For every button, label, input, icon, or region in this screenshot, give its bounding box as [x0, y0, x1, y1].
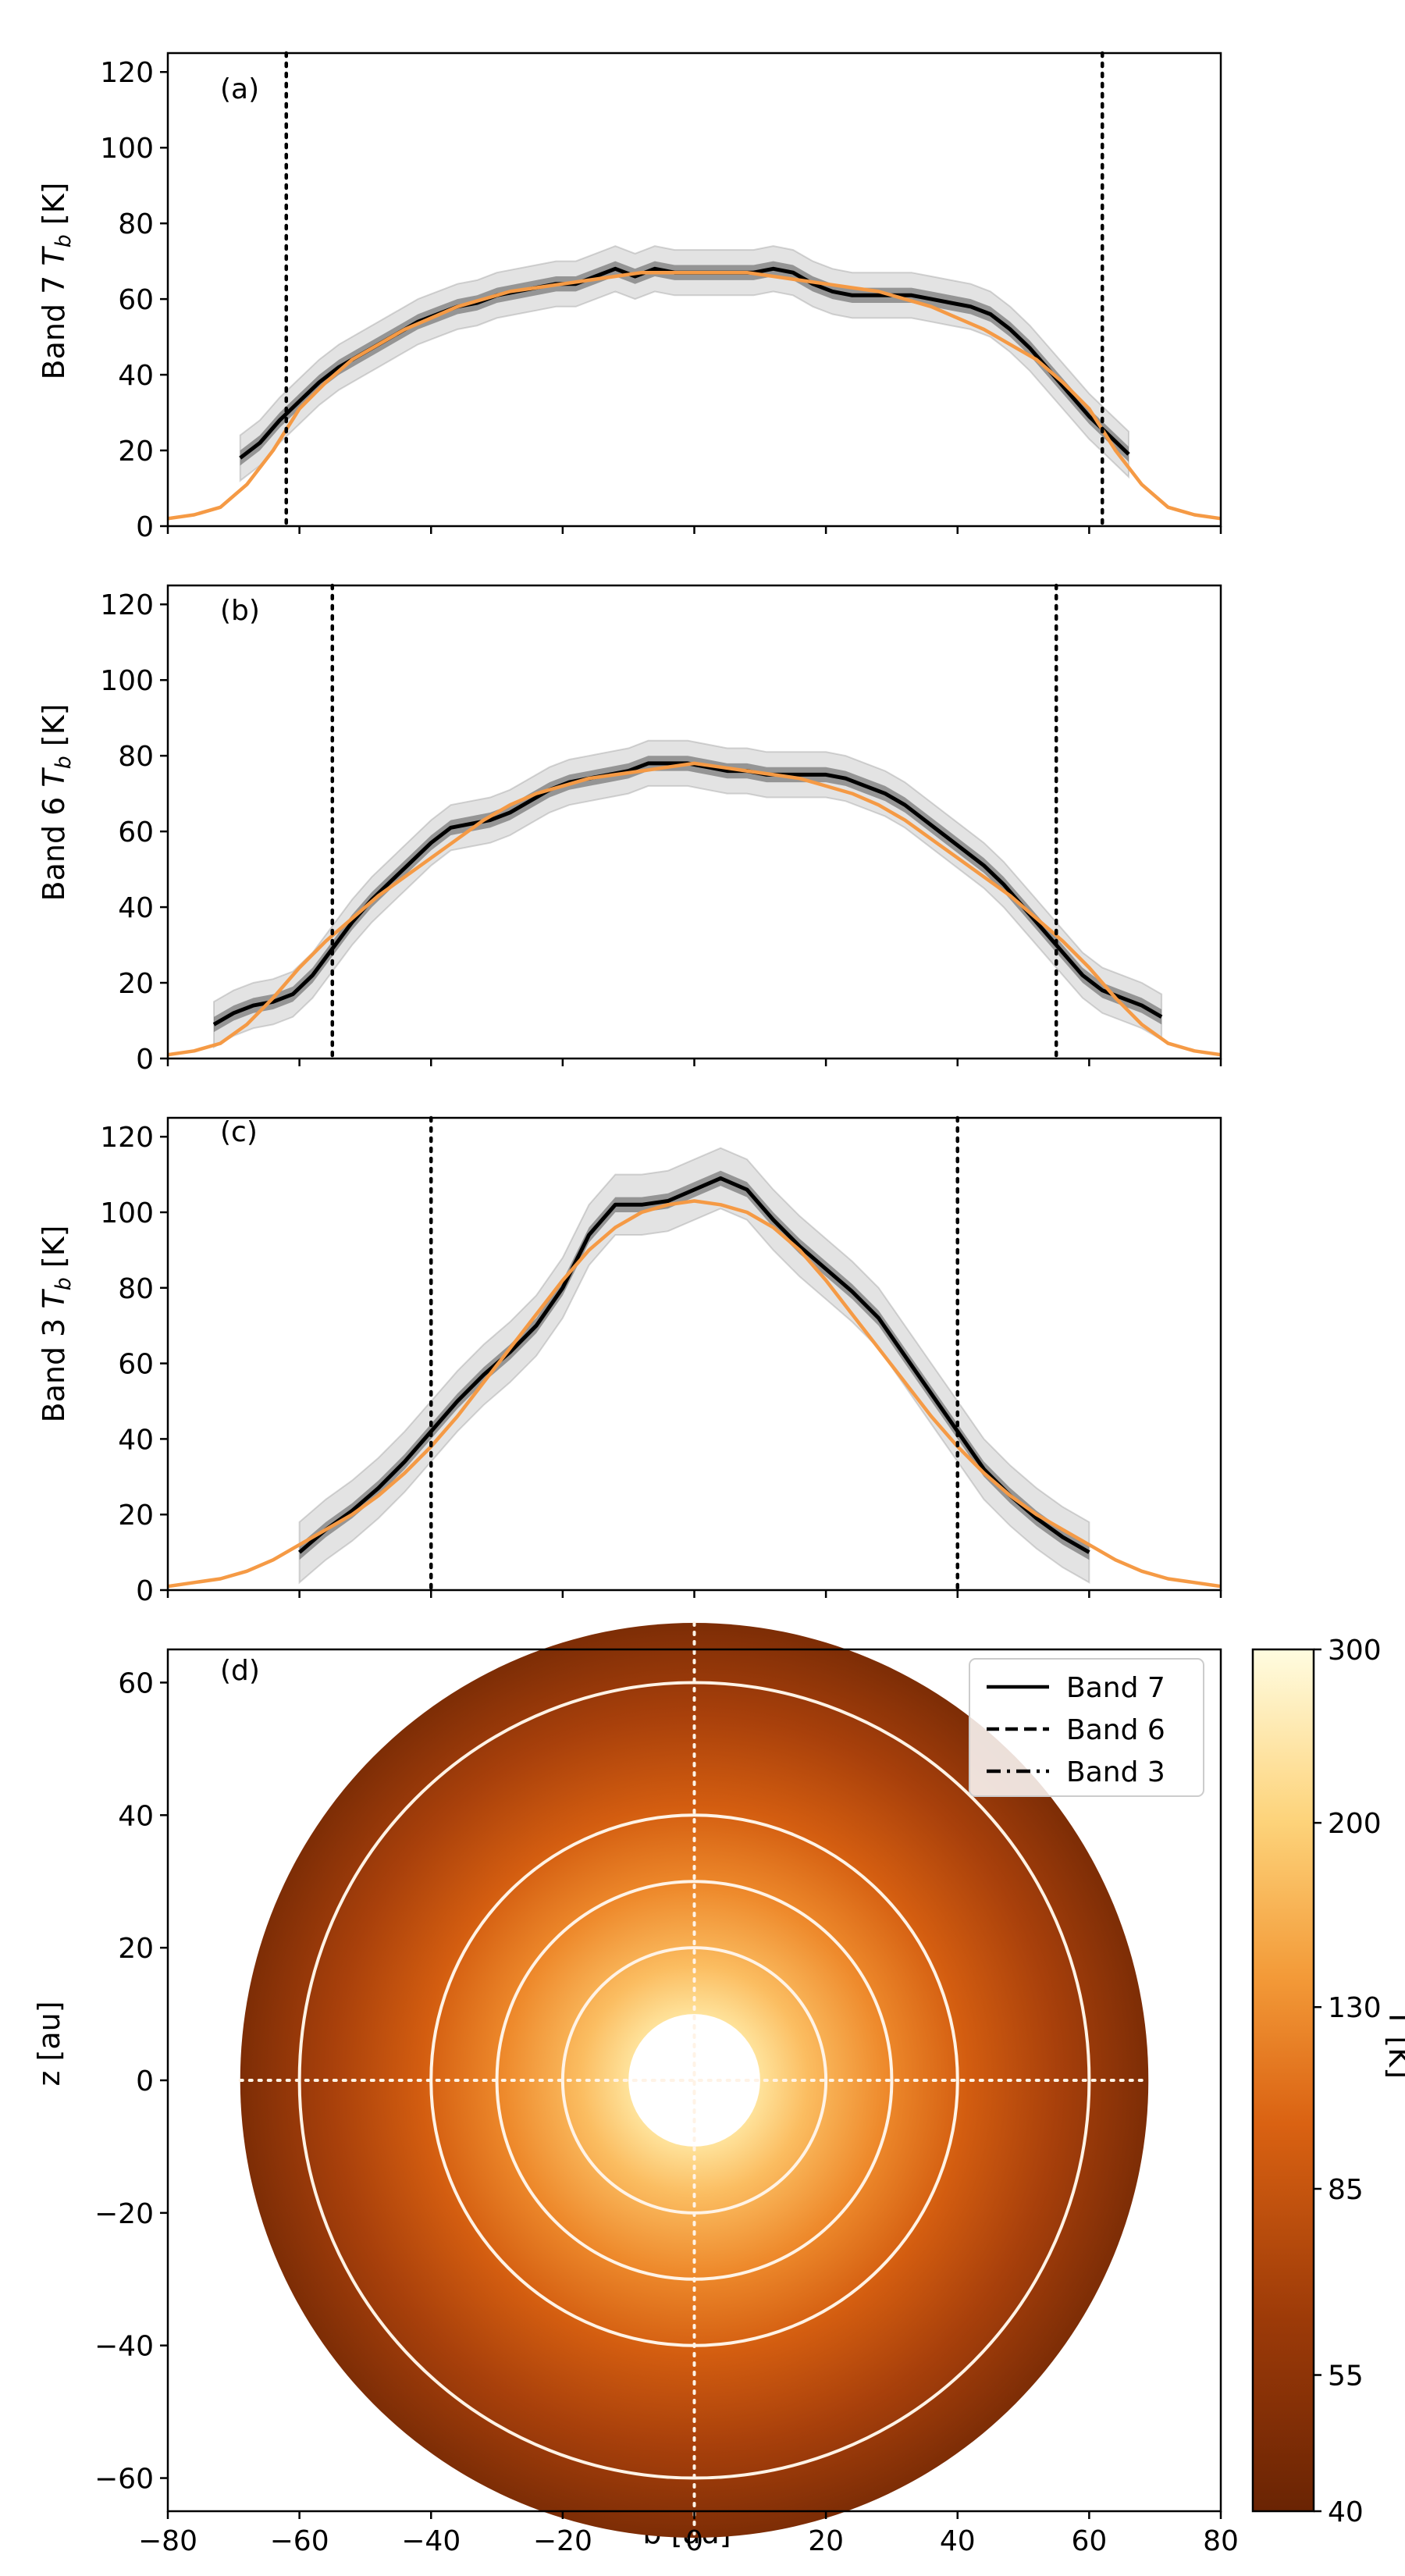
- svg-text:Band 7 Tb [K]: Band 7 Tb [K]: [37, 183, 76, 380]
- panel-c-ylabel-prefix: Band 3: [37, 1309, 71, 1423]
- panel-c-ylabel-sym: T: [37, 1289, 71, 1309]
- panel-b-plot: 0 20 40 60 80 100 120: [100, 583, 1222, 1076]
- panel-a-uncertainty-outer: [239, 245, 1129, 482]
- colorbar: 40 55 85 130 200 300: [1251, 1635, 1382, 2528]
- panel-d-xtick-label: −20: [533, 2525, 592, 2557]
- panel-d-ytick-label: 20: [118, 1933, 154, 1965]
- panel-b: (b) Band 6 Tb [K]: [37, 595, 260, 901]
- panel-a-ytick-label: 100: [100, 133, 154, 165]
- panel-d-xtick-label: 80: [1203, 2525, 1239, 2557]
- panel-c: (c) Band 3 Tb [K]: [37, 1116, 258, 1422]
- legend-label-band-6: Band 6: [1066, 1714, 1165, 1746]
- panel-c-ytick-label: 40: [118, 1424, 154, 1456]
- panel-c-ylabel-sub: b: [52, 1277, 76, 1290]
- svg-text:Band 3 Tb [K]: Band 3 Tb [K]: [37, 1226, 76, 1423]
- panel-c-ytick-label: 120: [100, 1122, 154, 1154]
- panel-d-xtick-label: −60: [270, 2525, 329, 2557]
- panel-d-xtick-label: −80: [138, 2525, 197, 2557]
- panel-d-ytick-label: 0: [136, 2065, 154, 2097]
- panel-a-model-line: [167, 270, 1222, 521]
- panel-a-ytick-label: 120: [100, 57, 154, 89]
- panel-d-plot: −60 −40 −20 0 20 40 60 −80 −60 −40 −20 0 20 40 60 80 Ban…: [94, 1621, 1382, 2557]
- panel-d-ytick-label: −40: [94, 2331, 154, 2363]
- panel-c-uncertainty-outer: [298, 1147, 1090, 1585]
- panel-b-ylabel-sub: b: [52, 756, 76, 769]
- panel-b-uncertainty-outer: [213, 739, 1163, 1049]
- colorbar-label: T [K]: [1382, 2008, 1405, 2079]
- panel-a-label: (a): [220, 73, 259, 105]
- panel-b-ytick-label: 20: [118, 968, 154, 1000]
- panel-b-ytick-label: 0: [136, 1044, 154, 1076]
- panel-c-uncertainty-inner: [299, 1170, 1090, 1560]
- panel-d-xtick-label: 20: [808, 2525, 844, 2557]
- colorbar-tick-label: 55: [1328, 2361, 1364, 2393]
- panel-b-ylabel-unit: [K]: [37, 704, 71, 756]
- panel-c-ytick-label: 0: [136, 1575, 154, 1607]
- panel-c-ytick-label: 20: [118, 1500, 154, 1532]
- panel-a-ylabel-sub: b: [52, 234, 76, 247]
- panel-c-ytick-label: 100: [100, 1197, 154, 1229]
- colorbar-tick-label: 130: [1328, 1992, 1382, 2024]
- panel-b-ytick-label: 80: [118, 741, 154, 773]
- panel-c-plot: 0 20 40 60 80 100 120: [100, 1115, 1222, 1607]
- panel-c-label: (c): [220, 1116, 258, 1148]
- legend-box: [969, 1658, 1204, 1797]
- colorbar-tick-label: 300: [1328, 1635, 1382, 1667]
- panel-d-ytick-label: 60: [118, 1667, 154, 1699]
- svg-text:Band 6 Tb [K]: Band 6 Tb [K]: [37, 704, 76, 902]
- colorbar-scale: [1251, 1648, 1315, 2513]
- panel-c-ytick-label: 80: [118, 1273, 154, 1305]
- panel-a-yaxis-title: Band 7 Tb [K]: [37, 183, 76, 380]
- panel-a: (a) Band 7 Tb [K]: [37, 73, 259, 379]
- colorbar-tick-label: 200: [1328, 1808, 1382, 1840]
- panel-b-label: (b): [220, 595, 260, 627]
- panel-b-ytick-label: 40: [118, 892, 154, 924]
- panel-d-ylabel: z [au]: [32, 2001, 66, 2086]
- panel-d-xtick-label: 60: [1071, 2525, 1107, 2557]
- panel-a-ytick-label: 0: [136, 511, 154, 543]
- legend: Band 7 Band 6 Band 3: [969, 1658, 1204, 1797]
- panel-a-uncertainty-inner: [240, 261, 1129, 466]
- panel-a-ytick-label: 80: [118, 208, 154, 240]
- panel-a-ylabel-prefix: Band 7: [37, 266, 71, 380]
- panel-a-ytick-label: 20: [118, 436, 154, 468]
- colorbar-tick-label: 40: [1328, 2496, 1364, 2528]
- panel-c-ytick-label: 60: [118, 1349, 154, 1381]
- panel-a-ylabel-sym: T: [37, 246, 71, 266]
- panel-b-ylabel-prefix: Band 6: [37, 788, 71, 902]
- colorbar-tick-label: 85: [1328, 2174, 1364, 2206]
- panel-b-ylabel-sym: T: [37, 767, 71, 788]
- panel-d-xtick-label: −40: [401, 2525, 461, 2557]
- panel-c-ylabel-unit: [K]: [37, 1226, 71, 1278]
- panel-b-yaxis-title: Band 6 Tb [K]: [37, 704, 76, 902]
- panel-a-plot: 0 20 40 60 80 100 120: [100, 51, 1222, 543]
- panel-a-ylabel-unit: [K]: [37, 183, 71, 235]
- panel-b-uncertainty-inner: [214, 756, 1162, 1033]
- panel-a-ytick-label: 40: [118, 360, 154, 392]
- panel-a-ytick-label: 60: [118, 284, 154, 316]
- panel-b-ytick-label: 100: [100, 665, 154, 697]
- panel-d-label: (d): [220, 1655, 260, 1687]
- panel-c-model-line: [167, 1199, 1222, 1589]
- panel-d-ytick-label: −20: [94, 2198, 154, 2230]
- panel-d-xtick-label: 40: [940, 2525, 976, 2557]
- legend-label-band-3: Band 3: [1066, 1756, 1165, 1788]
- legend-label-band-7: Band 7: [1066, 1672, 1165, 1704]
- panel-c-yaxis-title: Band 3 Tb [K]: [37, 1226, 76, 1423]
- panel-d-ytick-label: 40: [118, 1800, 154, 1832]
- panel-c-observed-line: [297, 1176, 1090, 1554]
- panel-b-ytick-label: 60: [118, 817, 154, 849]
- panel-d-xtick-label: 0: [685, 2525, 703, 2557]
- panel-b-frame: [166, 584, 1222, 1060]
- panel-b-ytick-label: 120: [100, 589, 154, 621]
- panel-d-ytick-label: −60: [94, 2464, 154, 2496]
- panel-b-model-line: [167, 761, 1222, 1057]
- inner-cavity: [628, 2014, 760, 2147]
